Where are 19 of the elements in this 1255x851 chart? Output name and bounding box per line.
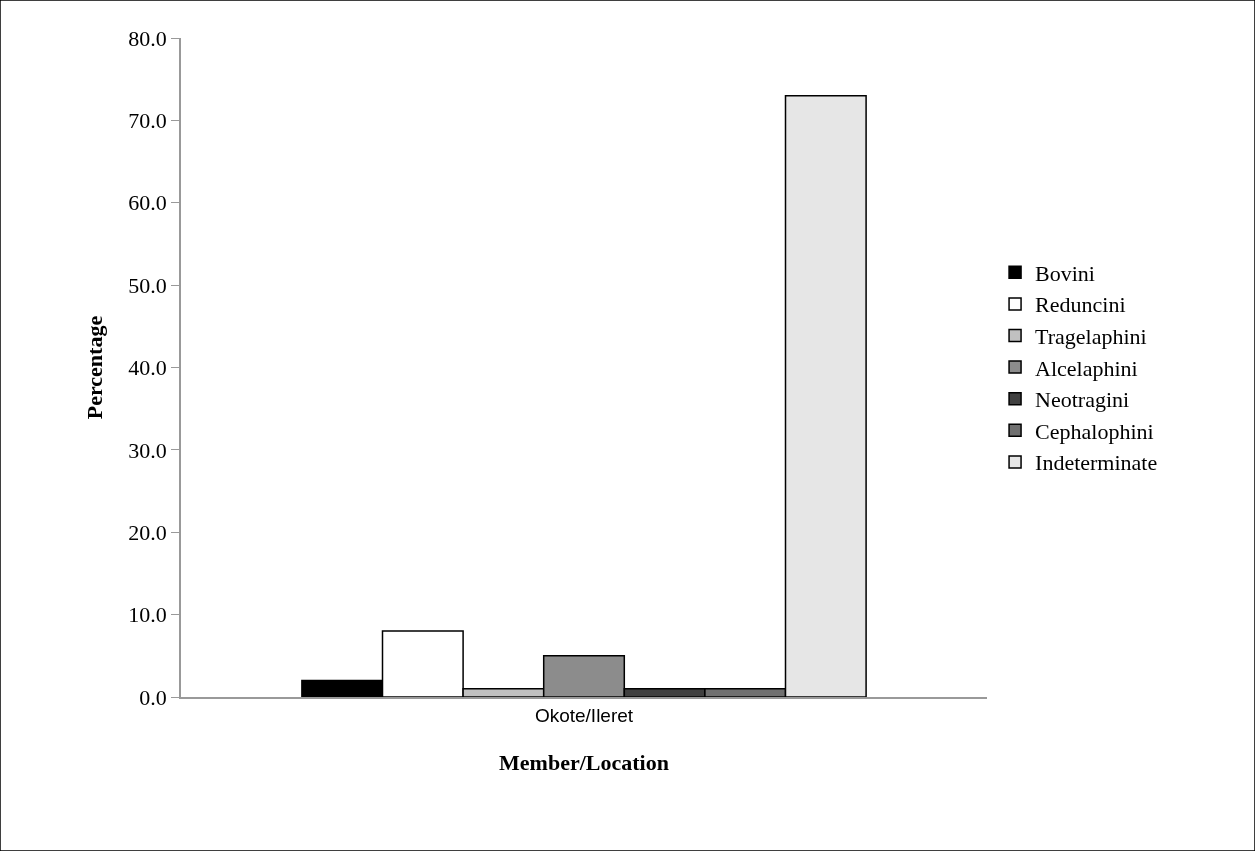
y-tick-label: 30.0 <box>128 437 167 463</box>
legend-label: Tragelaphini <box>1035 324 1147 350</box>
x-tick-label: Okote/Ileret <box>534 704 634 726</box>
y-tick-label: 20.0 <box>128 519 167 545</box>
y-axis-title: Percentage <box>81 315 107 420</box>
y-tick-label: 70.0 <box>128 108 167 134</box>
y-tick-label: 80.0 <box>128 25 167 51</box>
y-tick-label: 10.0 <box>128 602 167 628</box>
y-tick-label: 40.0 <box>128 355 167 381</box>
legend-label: Indeterminate <box>1035 450 1158 476</box>
legend-label: Alcelaphini <box>1035 355 1138 381</box>
legend-label: Cephalophini <box>1035 418 1154 444</box>
legend-label: Bovini <box>1035 260 1095 286</box>
legend-label: Neotragini <box>1035 387 1130 413</box>
y-tick-label: 50.0 <box>128 272 167 298</box>
y-tick-label: 0.0 <box>139 684 167 710</box>
x-axis-title: Member/Location <box>499 749 669 775</box>
y-tick-label: 60.0 <box>128 190 167 216</box>
legend-label: Reduncini <box>1035 292 1126 318</box>
